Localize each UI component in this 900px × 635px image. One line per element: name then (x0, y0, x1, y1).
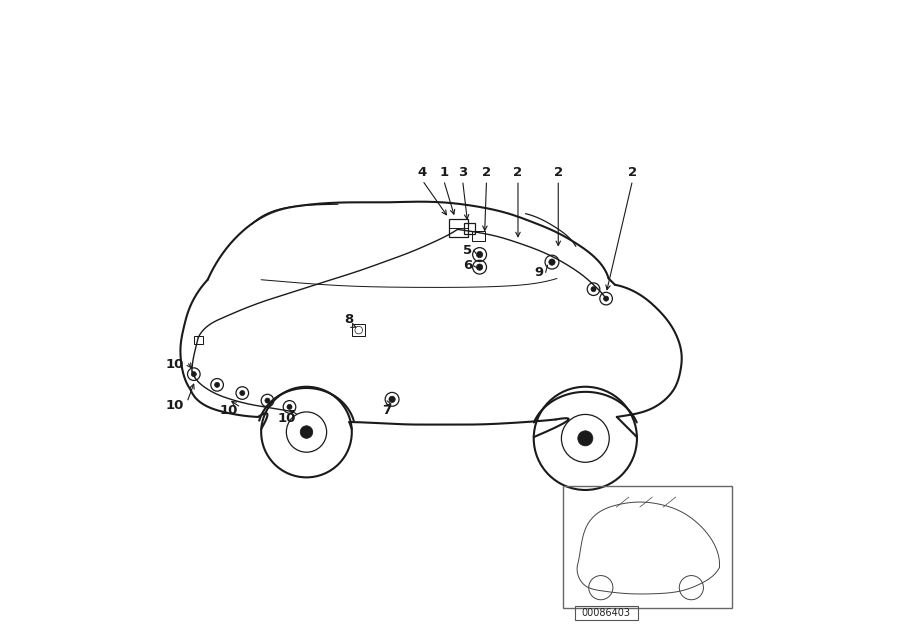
Circle shape (476, 251, 482, 258)
Bar (472, 231, 484, 241)
Circle shape (476, 264, 482, 271)
Circle shape (578, 431, 593, 446)
Circle shape (591, 286, 596, 291)
Text: 1: 1 (439, 166, 448, 179)
Text: 6: 6 (463, 259, 473, 272)
Text: 10: 10 (277, 411, 295, 425)
Bar (574, 606, 637, 620)
Text: 4: 4 (418, 166, 427, 179)
Circle shape (604, 296, 608, 301)
Text: 7: 7 (382, 404, 392, 417)
Text: 8: 8 (345, 313, 354, 326)
Text: 10: 10 (165, 358, 184, 371)
Bar (449, 219, 468, 237)
Text: 10: 10 (165, 399, 184, 412)
Text: 2: 2 (482, 166, 491, 179)
Circle shape (287, 404, 292, 410)
Text: 2: 2 (554, 166, 562, 179)
Text: 2: 2 (628, 166, 637, 179)
Text: 00086403: 00086403 (581, 608, 631, 618)
Circle shape (192, 371, 196, 377)
Text: 5: 5 (464, 244, 472, 257)
Circle shape (301, 425, 313, 438)
Text: 2: 2 (513, 166, 523, 179)
Text: 9: 9 (535, 265, 544, 279)
Bar (563, 486, 732, 608)
Bar (464, 223, 475, 234)
Text: 3: 3 (458, 166, 467, 179)
Circle shape (265, 398, 270, 403)
Circle shape (389, 396, 395, 403)
Circle shape (214, 382, 220, 387)
Bar (194, 337, 203, 344)
Bar (353, 324, 365, 337)
Circle shape (239, 391, 245, 396)
Text: 10: 10 (220, 404, 238, 417)
Circle shape (549, 259, 555, 265)
